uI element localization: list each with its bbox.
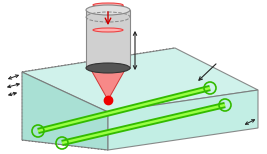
- Ellipse shape: [86, 5, 130, 15]
- Polygon shape: [108, 90, 258, 150]
- Polygon shape: [93, 5, 123, 30]
- Ellipse shape: [93, 3, 123, 7]
- Polygon shape: [22, 48, 258, 112]
- Polygon shape: [22, 72, 108, 150]
- Ellipse shape: [86, 63, 130, 73]
- Polygon shape: [90, 68, 126, 100]
- Ellipse shape: [93, 28, 123, 32]
- Polygon shape: [86, 10, 130, 68]
